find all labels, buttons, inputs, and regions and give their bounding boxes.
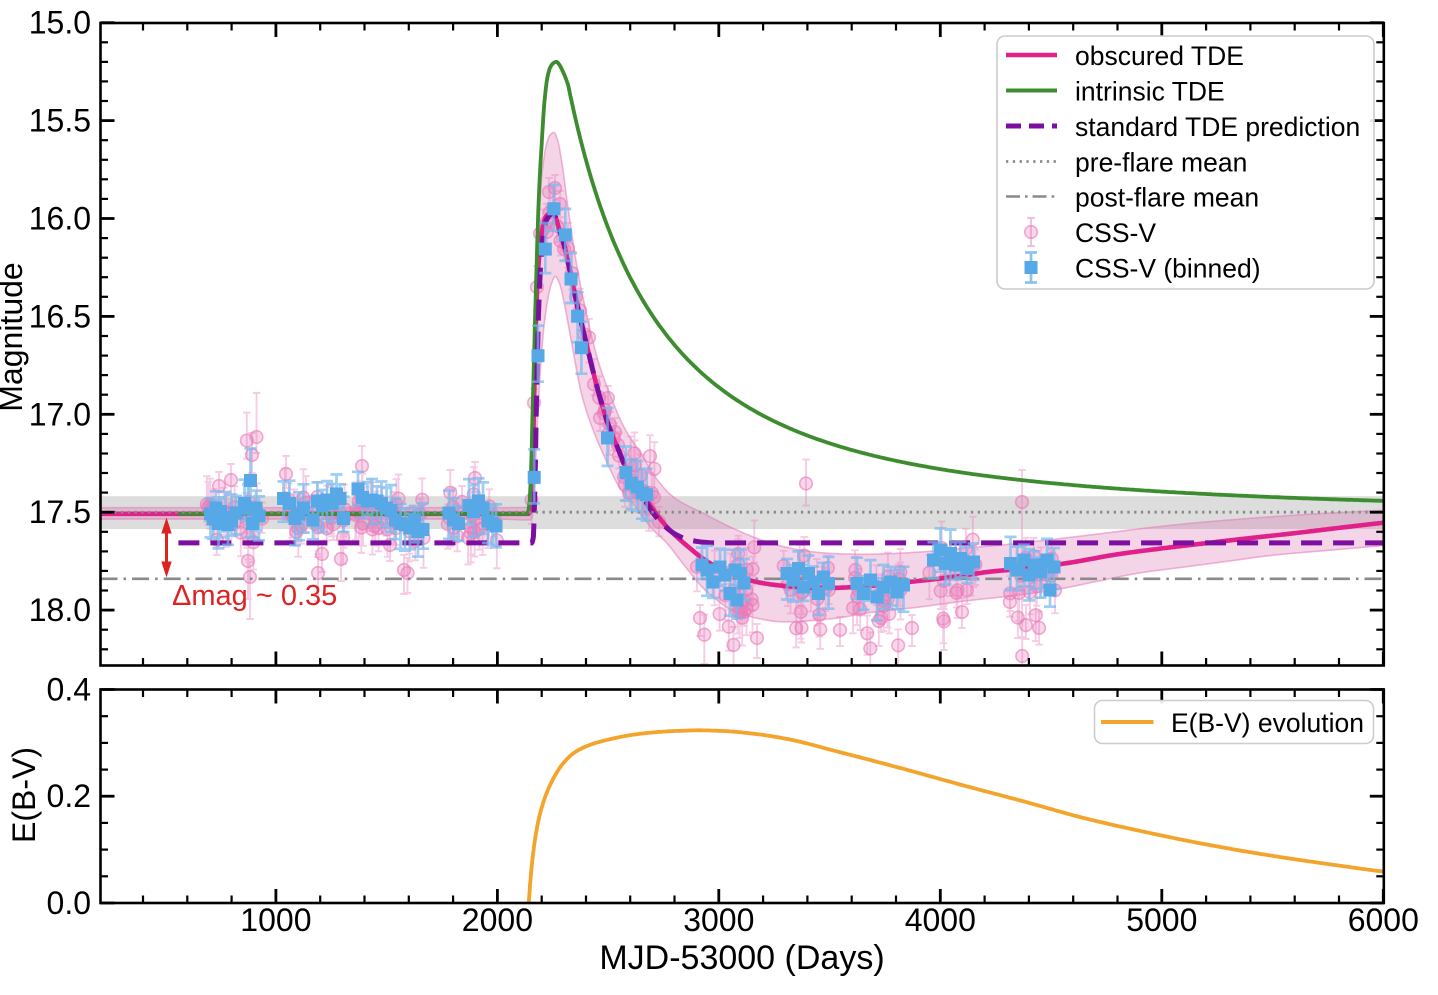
svg-text:6000: 6000 <box>1348 902 1419 938</box>
svg-text:Δmag ~ 0.35: Δmag ~ 0.35 <box>172 580 337 612</box>
svg-text:17.5: 17.5 <box>29 494 91 530</box>
svg-text:pre-flare mean: pre-flare mean <box>1075 148 1247 178</box>
svg-text:E(B-V) evolution: E(B-V) evolution <box>1171 708 1364 738</box>
svg-text:16.0: 16.0 <box>29 201 91 237</box>
svg-text:17.0: 17.0 <box>29 396 91 432</box>
svg-text:Magnitude: Magnitude <box>0 262 29 411</box>
svg-text:intrinsic TDE: intrinsic TDE <box>1075 77 1225 107</box>
svg-text:15.5: 15.5 <box>29 103 91 139</box>
svg-text:15.0: 15.0 <box>29 5 91 41</box>
svg-text:post-flare mean: post-flare mean <box>1075 183 1259 213</box>
svg-text:CSS-V (binned): CSS-V (binned) <box>1075 254 1261 284</box>
svg-text:E(B-V): E(B-V) <box>6 747 42 843</box>
svg-text:18.0: 18.0 <box>29 592 91 628</box>
svg-text:2000: 2000 <box>462 902 533 938</box>
svg-text:CSS-V: CSS-V <box>1075 218 1156 248</box>
svg-text:0.2: 0.2 <box>47 778 91 814</box>
svg-text:4000: 4000 <box>905 902 976 938</box>
svg-text:16.5: 16.5 <box>29 298 91 334</box>
svg-text:standard TDE prediction: standard TDE prediction <box>1075 112 1360 142</box>
svg-text:MJD-53000 (Days): MJD-53000 (Days) <box>599 939 884 977</box>
svg-text:5000: 5000 <box>1126 902 1197 938</box>
svg-text:obscured TDE: obscured TDE <box>1075 41 1244 71</box>
svg-text:1000: 1000 <box>240 902 311 938</box>
svg-text:0.0: 0.0 <box>47 885 91 921</box>
svg-text:3000: 3000 <box>683 902 754 938</box>
svg-text:0.4: 0.4 <box>47 672 91 708</box>
